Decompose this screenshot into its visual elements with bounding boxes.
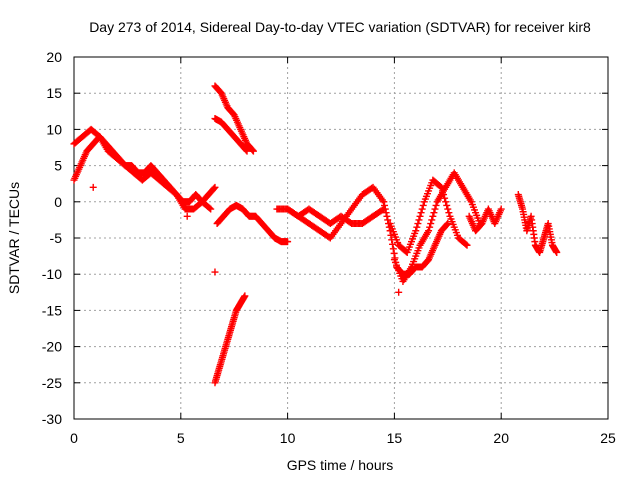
data-point bbox=[415, 216, 423, 224]
outlier-point bbox=[211, 268, 219, 276]
data-point bbox=[430, 209, 438, 217]
data-point bbox=[428, 216, 436, 224]
data-point bbox=[462, 240, 470, 248]
data-point bbox=[381, 201, 389, 209]
data-point bbox=[429, 212, 437, 220]
x-tick-label: 25 bbox=[600, 430, 616, 446]
data-point bbox=[413, 223, 421, 231]
y-tick-label: 15 bbox=[46, 85, 62, 101]
x-tick-label: 10 bbox=[280, 430, 296, 446]
data-point bbox=[383, 212, 391, 220]
data-point bbox=[426, 223, 434, 231]
data-point bbox=[431, 205, 439, 213]
data-point bbox=[436, 182, 444, 190]
y-tick-label: -30 bbox=[42, 411, 62, 427]
data-point bbox=[380, 198, 388, 206]
data-point bbox=[497, 205, 505, 213]
y-tick-label: -15 bbox=[42, 302, 62, 318]
data-point bbox=[445, 209, 453, 217]
y-tick-label: -5 bbox=[50, 230, 63, 246]
data-point bbox=[443, 201, 451, 209]
x-tick-label: 0 bbox=[70, 430, 78, 446]
data-point bbox=[242, 146, 250, 154]
x-tick-label: 5 bbox=[177, 430, 185, 446]
y-tick-label: -20 bbox=[42, 339, 62, 355]
data-point bbox=[553, 248, 561, 256]
data-point bbox=[463, 241, 471, 249]
ticks: 0 5 10 15 20 25 -30 -25 -20 -15 -10 -5 0 5 10 15 20 bbox=[42, 49, 616, 446]
data-point bbox=[243, 147, 251, 155]
data-point bbox=[412, 227, 420, 235]
data-point bbox=[390, 249, 398, 257]
data-marks bbox=[70, 82, 561, 387]
data-point bbox=[389, 240, 397, 248]
data-point bbox=[382, 209, 390, 217]
data-point bbox=[427, 220, 435, 228]
data-point bbox=[387, 231, 395, 239]
data-point bbox=[210, 184, 218, 192]
data-point bbox=[418, 205, 426, 213]
data-point bbox=[416, 212, 424, 220]
data-point bbox=[241, 292, 249, 300]
data-point bbox=[389, 245, 397, 253]
y-tick-label: -10 bbox=[42, 266, 62, 282]
data-point bbox=[443, 220, 451, 228]
grid bbox=[74, 57, 608, 419]
data-point bbox=[206, 204, 214, 212]
chart-title: Day 273 of 2014, Sidereal Day-to-day VTE… bbox=[89, 19, 591, 35]
x-tick-label: 15 bbox=[387, 430, 403, 446]
y-tick-label: 5 bbox=[54, 158, 62, 174]
outlier-point bbox=[395, 288, 403, 296]
x-axis-label: GPS time / hours bbox=[287, 457, 394, 473]
y-tick-label: 20 bbox=[46, 49, 62, 65]
data-point bbox=[249, 147, 257, 155]
data-point bbox=[432, 201, 440, 209]
y-tick-label: 0 bbox=[54, 194, 62, 210]
data-point bbox=[425, 227, 433, 235]
data-point bbox=[249, 146, 257, 154]
data-point bbox=[414, 220, 422, 228]
data-point bbox=[417, 209, 425, 217]
data-point bbox=[442, 198, 450, 206]
data-point bbox=[381, 205, 389, 213]
data-point bbox=[444, 205, 452, 213]
data-point bbox=[419, 201, 427, 209]
data-point bbox=[207, 205, 215, 213]
data-point bbox=[284, 238, 292, 246]
y-axis-label: SDTVAR / TECUs bbox=[6, 182, 22, 294]
data-point bbox=[444, 220, 452, 228]
data-point bbox=[384, 216, 392, 224]
outlier-point bbox=[89, 183, 97, 191]
outlier-point bbox=[183, 212, 191, 220]
data-point bbox=[211, 183, 219, 191]
y-tick-label: -25 bbox=[42, 375, 62, 391]
x-tick-label: 20 bbox=[493, 430, 509, 446]
y-tick-label: 10 bbox=[46, 121, 62, 137]
